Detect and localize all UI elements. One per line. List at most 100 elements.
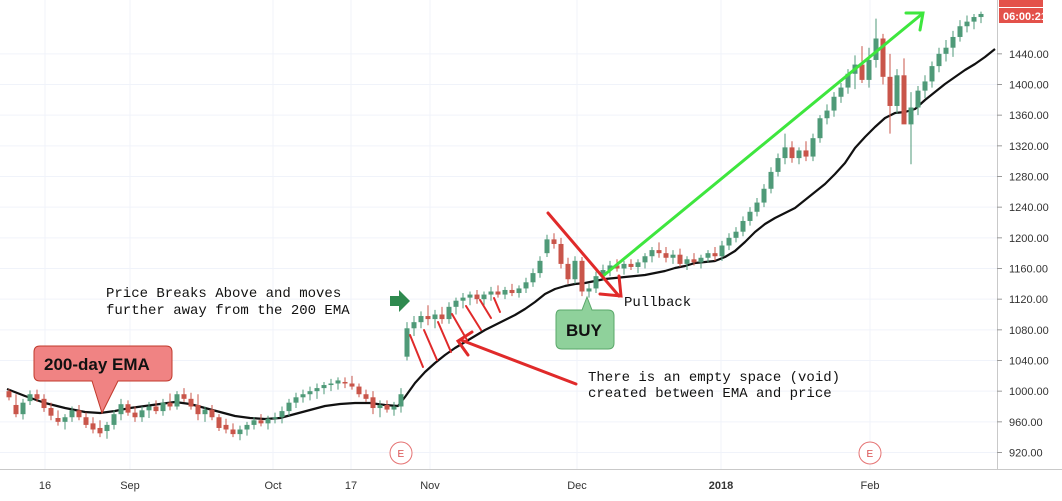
- candle-up: [740, 216, 746, 237]
- candle-down: [230, 423, 236, 438]
- candle-down: [55, 410, 61, 426]
- candle-up: [817, 115, 823, 143]
- candle-up: [754, 197, 760, 217]
- candle-up: [286, 398, 292, 416]
- candle-up: [733, 227, 739, 243]
- y-axis-ticks: 920.00 960.00 1000.00 1040.00 1080.00 1120.00…: [997, 49, 1049, 460]
- candle-up: [586, 283, 592, 298]
- candle-up: [971, 13, 977, 30]
- candle-down: [195, 394, 201, 421]
- candle-up: [502, 286, 508, 300]
- candle-up: [481, 291, 487, 306]
- x-axis-ticks: 16 Sep Oct 17 Nov Dec 2018 Feb: [39, 480, 880, 492]
- candle-down: [789, 141, 795, 163]
- candle-up: [335, 377, 341, 390]
- y-tick-label: 1200.00: [1009, 233, 1049, 245]
- void-hatch-marks: [409, 297, 501, 368]
- candle-down: [880, 33, 886, 85]
- candle-up: [411, 316, 417, 336]
- candle-down: [76, 404, 82, 421]
- candle-down: [181, 388, 187, 402]
- candle-up: [404, 322, 410, 361]
- y-tick-label: 1080.00: [1009, 325, 1049, 337]
- candle-up: [523, 277, 529, 294]
- candle-down: [628, 259, 634, 271]
- candle-up: [446, 302, 452, 324]
- candle-up: [894, 69, 900, 114]
- candle-down: [41, 394, 47, 412]
- current-price-tag: 06:00:21: [999, 0, 1047, 23]
- candle-down: [83, 412, 89, 428]
- candle-up: [27, 390, 33, 405]
- candle-up: [467, 291, 473, 306]
- candle-down: [565, 257, 571, 284]
- candle-up: [20, 398, 26, 420]
- candle-down: [579, 257, 585, 297]
- ema-label: 200-day EMA: [44, 355, 150, 374]
- candle-up: [293, 392, 299, 409]
- candle-down: [691, 253, 697, 266]
- candle-up: [244, 421, 250, 436]
- candle-down: [887, 53, 893, 134]
- x-tick-label: Feb: [861, 480, 880, 492]
- candle-up: [62, 414, 68, 430]
- candle-up: [866, 47, 872, 88]
- candle-up: [391, 401, 397, 416]
- x-tick-label: Oct: [264, 480, 281, 492]
- y-tick-label: 1400.00: [1009, 80, 1049, 92]
- x-tick-label: 16: [39, 480, 51, 492]
- candle-up: [873, 18, 879, 68]
- candle-up: [265, 415, 271, 430]
- candle-up: [307, 386, 313, 401]
- y-tick-label: 960.00: [1009, 417, 1043, 429]
- earnings-marker-label: E: [867, 449, 874, 460]
- candle-up: [635, 259, 641, 274]
- candle-up: [670, 250, 676, 264]
- candle-up: [775, 153, 781, 177]
- earnings-marker-nov: E: [389, 441, 413, 465]
- candle-up: [377, 400, 383, 418]
- candle-down: [188, 392, 194, 410]
- candle-up: [202, 406, 208, 422]
- x-tick-label: Sep: [120, 480, 140, 492]
- candle-up: [146, 401, 152, 418]
- candle-up: [488, 286, 494, 301]
- candle-down: [425, 305, 431, 326]
- candle-up: [69, 406, 75, 422]
- candle-up: [726, 233, 732, 251]
- candle-down: [125, 400, 131, 416]
- trend-arrow: [601, 11, 925, 278]
- candle-up: [418, 311, 424, 329]
- candle-down: [551, 233, 557, 249]
- candle-up: [272, 412, 278, 424]
- breakout-note-line2: further away from the 200 EMA: [106, 303, 350, 319]
- candle-up: [649, 247, 655, 263]
- candle-down: [132, 406, 138, 422]
- candle-up: [111, 410, 117, 430]
- candle-up: [432, 309, 438, 329]
- candle-up: [321, 381, 327, 395]
- candle-down: [439, 306, 445, 324]
- candle-down: [901, 58, 907, 125]
- candle-up: [279, 406, 285, 424]
- candle-up: [761, 184, 767, 208]
- y-tick-label: 1440.00: [1009, 49, 1049, 61]
- candle-up: [964, 15, 970, 33]
- candle-up: [314, 383, 320, 399]
- candle-down: [370, 391, 376, 415]
- y-tick-label: 1160.00: [1009, 264, 1048, 276]
- candle-up: [593, 271, 599, 294]
- candle-up: [950, 30, 956, 57]
- candle-up: [516, 285, 522, 298]
- candle-up: [460, 293, 466, 309]
- x-tick-label: Dec: [567, 480, 587, 492]
- candle-down: [6, 388, 12, 401]
- candle-down: [97, 420, 103, 438]
- x-tick-label: 17: [345, 480, 357, 492]
- pullback-arrow: [546, 211, 623, 298]
- candle-up: [251, 417, 257, 430]
- candle-down: [663, 247, 669, 263]
- candle-up: [174, 391, 180, 410]
- candle-up: [160, 398, 166, 416]
